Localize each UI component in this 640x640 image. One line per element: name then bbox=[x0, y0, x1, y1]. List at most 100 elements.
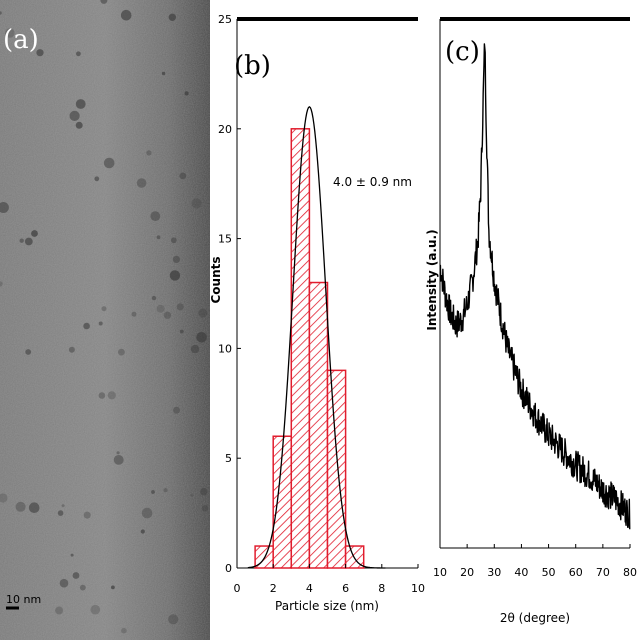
tem-particle bbox=[28, 502, 40, 513]
tem-particle bbox=[107, 391, 116, 400]
tem-particle bbox=[25, 349, 32, 355]
histogram-x-label: Particle size (nm) bbox=[275, 599, 379, 613]
tem-particle bbox=[141, 507, 153, 519]
panel-c-letter: (c) bbox=[445, 37, 480, 67]
tem-particle bbox=[151, 490, 155, 494]
xrd-pattern-line bbox=[439, 43, 631, 530]
tem-particle bbox=[57, 510, 64, 516]
tem-particle bbox=[68, 346, 75, 353]
tem-particle bbox=[140, 529, 145, 534]
tem-particle bbox=[191, 198, 202, 209]
histogram-x-tick-label-5: 10 bbox=[411, 582, 425, 595]
tem-particle bbox=[201, 505, 209, 512]
tem-particle bbox=[176, 303, 184, 311]
tem-particle bbox=[163, 488, 168, 493]
tem-particle bbox=[103, 157, 115, 169]
histogram-y-tick-label-5: 25 bbox=[218, 13, 232, 26]
histogram-y-tick-label-1: 5 bbox=[225, 452, 232, 465]
xrd-x-tick-label-5: 60 bbox=[569, 566, 583, 579]
tem-image-panel: (a) 10 nm bbox=[0, 0, 210, 640]
tem-particle bbox=[69, 110, 80, 121]
tem-particle bbox=[101, 306, 107, 312]
tem-particle bbox=[131, 311, 137, 317]
tem-particle bbox=[179, 172, 187, 180]
histogram-y-tick-label-4: 20 bbox=[218, 123, 232, 136]
histogram-bars bbox=[254, 128, 365, 569]
histogram-panel: 0 2 4 6 8 10 0 5 10 15 20 25 (b) 4.0 ± 0.9 nm Part… bbox=[209, 13, 425, 613]
histogram-bar-4 bbox=[326, 369, 347, 569]
tem-particle bbox=[200, 487, 208, 496]
panel-a-letter: (a) bbox=[3, 25, 39, 55]
xrd-x-tick-label-3: 40 bbox=[514, 566, 528, 579]
tem-particle bbox=[118, 348, 125, 356]
tem-particle bbox=[113, 455, 124, 465]
tem-particle bbox=[190, 344, 200, 354]
tem-particle bbox=[150, 211, 161, 222]
tem-particle bbox=[151, 295, 157, 301]
tem-particle bbox=[0, 202, 9, 213]
xrd-x-tick-label-4: 50 bbox=[542, 566, 556, 579]
tem-particle bbox=[156, 304, 165, 313]
tem-particle bbox=[173, 406, 180, 414]
tem-particle bbox=[83, 511, 91, 519]
tem-particles bbox=[0, 0, 209, 634]
tem-particle bbox=[59, 578, 69, 588]
tem-particle bbox=[146, 150, 152, 156]
tem-particle bbox=[172, 255, 180, 263]
tem-particle bbox=[0, 11, 2, 15]
tem-particle bbox=[196, 332, 207, 343]
tem-particle bbox=[5, 28, 15, 38]
tem-particle bbox=[61, 504, 65, 508]
tem-particle bbox=[100, 0, 108, 4]
histogram-x-tick-label-2: 4 bbox=[306, 582, 313, 595]
histogram-y-label: Counts bbox=[209, 256, 223, 303]
tem-particle bbox=[83, 322, 90, 330]
tem-particle bbox=[168, 13, 176, 21]
histogram-x-tick-label-4: 8 bbox=[378, 582, 385, 595]
tem-particle bbox=[169, 270, 181, 281]
xrd-x-ticks: 10 20 30 40 50 60 70 80 bbox=[433, 544, 637, 579]
tem-particle bbox=[75, 99, 86, 109]
tem-particle bbox=[156, 235, 161, 240]
tem-particle bbox=[31, 230, 38, 237]
xrd-panel: 10 20 30 40 50 60 70 80 (c) 2θ (degree) Intensi… bbox=[425, 17, 637, 625]
tem-particle bbox=[79, 584, 86, 591]
histogram-x-tick-label-3: 6 bbox=[342, 582, 349, 595]
tem-particle bbox=[0, 281, 3, 287]
xrd-x-tick-label-0: 10 bbox=[433, 566, 447, 579]
tem-particle bbox=[179, 329, 184, 334]
tem-particle bbox=[90, 604, 101, 615]
tem-particle bbox=[24, 237, 33, 246]
xrd-x-tick-label-7: 80 bbox=[623, 566, 637, 579]
tem-particle bbox=[98, 392, 106, 399]
tem-noise-overlay bbox=[0, 0, 210, 640]
tem-particle bbox=[136, 178, 147, 188]
gaussian-fit-curve bbox=[247, 106, 386, 569]
histogram-x-ticks: 0 2 4 6 8 10 bbox=[234, 564, 425, 595]
tem-particle bbox=[190, 493, 194, 497]
histogram-y-ticks: 0 5 10 15 20 25 bbox=[218, 13, 241, 575]
histogram-x-tick-label-1: 2 bbox=[270, 582, 277, 595]
histogram-y-tick-label-3: 15 bbox=[218, 233, 232, 246]
tem-particle bbox=[0, 493, 8, 503]
panel-b-letter: (b) bbox=[234, 51, 271, 81]
xrd-x-tick-label-1: 20 bbox=[460, 566, 474, 579]
histogram-annotation: 4.0 ± 0.9 nm bbox=[333, 175, 412, 189]
tem-particle bbox=[36, 49, 44, 57]
xrd-x-label: 2θ (degree) bbox=[500, 611, 570, 625]
xrd-x-tick-label-2: 30 bbox=[487, 566, 501, 579]
tem-particle bbox=[19, 238, 24, 243]
histogram-bar-3 bbox=[308, 281, 329, 569]
tem-particle bbox=[94, 176, 100, 182]
tem-particle bbox=[161, 71, 166, 76]
tem-particle bbox=[163, 311, 172, 319]
histogram-y-tick-label-2: 10 bbox=[218, 342, 232, 355]
tem-particle bbox=[120, 9, 132, 21]
tem-particle bbox=[170, 237, 177, 244]
histogram-x-tick-label-0: 0 bbox=[234, 582, 241, 595]
tem-particle bbox=[70, 553, 74, 557]
tem-particle bbox=[76, 51, 81, 57]
tem-particle bbox=[184, 91, 189, 96]
histogram-bar-2 bbox=[290, 128, 311, 569]
